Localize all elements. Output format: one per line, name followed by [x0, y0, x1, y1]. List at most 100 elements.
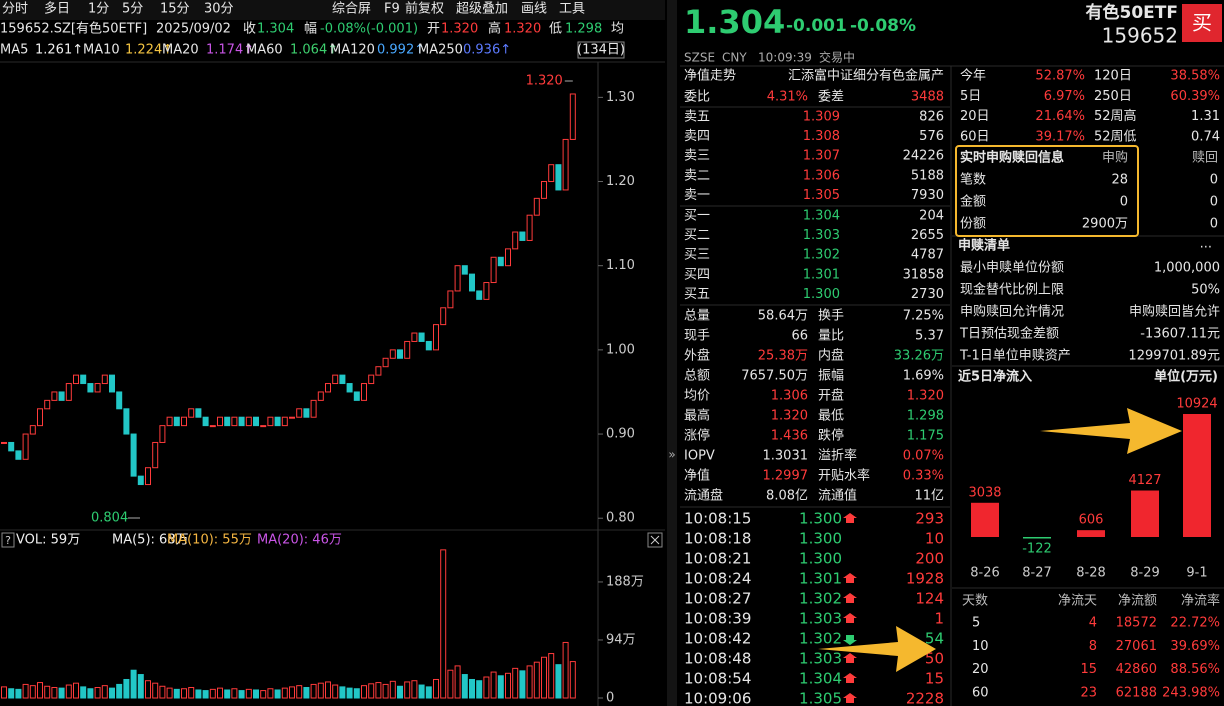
period-tab[interactable]: 1分	[88, 2, 109, 17]
bid-level: 买二	[684, 228, 710, 243]
close-icon[interactable]	[650, 535, 660, 545]
candle	[397, 349, 403, 359]
days-label: (134日)	[577, 43, 625, 58]
candle	[65, 383, 72, 401]
table-cell: 4	[1089, 616, 1097, 631]
volume-legend: MA(20): 46万	[257, 533, 342, 548]
volume-bar	[15, 688, 22, 699]
trade-volume: 293	[915, 510, 944, 528]
candle	[317, 391, 324, 401]
help-box[interactable]	[1, 532, 15, 548]
stat-value: 4.31%	[767, 90, 808, 105]
candle	[533, 197, 540, 216]
volume-bar	[58, 687, 65, 699]
trade-time: 10:08:15	[684, 510, 751, 528]
volume-bar	[418, 684, 425, 699]
y-tick-label: 0.90	[606, 427, 635, 442]
tool-button[interactable]: F9	[384, 2, 400, 17]
stat-value: 1.436	[771, 429, 808, 444]
table-cell: 18572	[1116, 616, 1157, 631]
volume-bar	[245, 688, 252, 699]
candle	[116, 391, 123, 410]
volume-bar	[512, 667, 519, 699]
candle	[37, 408, 43, 427]
tool-button[interactable]: 前复权	[405, 1, 444, 17]
trade-price: 1.305	[799, 690, 842, 706]
stat-value: 7.25%	[903, 309, 944, 324]
volume-bar	[548, 653, 555, 699]
candle	[375, 366, 382, 376]
field-label: 均	[611, 22, 624, 37]
stat-label: 最低	[818, 409, 844, 424]
row-value: 0	[1210, 173, 1218, 188]
trade-volume: 1	[934, 610, 944, 628]
date: 2025/09/02	[156, 22, 231, 37]
volume-bar	[152, 682, 159, 699]
volume-bar	[80, 686, 87, 699]
period-tab[interactable]: 多日	[44, 1, 70, 17]
high-annotation: 1.320	[526, 74, 563, 89]
volume-bar	[116, 683, 123, 699]
volume-bar	[469, 678, 475, 699]
ask-price: 1.307	[803, 149, 840, 164]
ask-level: 卖三	[684, 149, 710, 164]
buy-button[interactable]	[1182, 4, 1222, 42]
fund-value: 汇添富中证细分有色金属产	[788, 68, 944, 84]
stat-label: 现手	[684, 329, 710, 344]
more-button[interactable]: ...	[1200, 237, 1212, 252]
volume-bar	[253, 689, 259, 699]
volume-bar	[202, 690, 209, 699]
period-tab[interactable]: 30分	[204, 2, 234, 17]
volume-legend: MA(5): 68万	[112, 533, 189, 548]
bid-volume: 4787	[911, 248, 944, 263]
tool-button[interactable]: 工具	[559, 2, 585, 17]
last-price: 1.304	[684, 3, 785, 41]
help-icon[interactable]: ?	[5, 534, 11, 547]
period-tab[interactable]: 15分	[160, 2, 190, 17]
stat-value: 1.175	[907, 429, 944, 444]
trade-volume: 200	[915, 550, 944, 568]
ask-price: 1.308	[803, 129, 840, 144]
volume-bar	[368, 683, 375, 699]
y-tick-label: 1.30	[606, 90, 635, 105]
bid-level: 买一	[684, 209, 710, 224]
splitter[interactable]	[667, 0, 677, 706]
ask-level: 卖五	[684, 110, 710, 125]
time: 10:09:39	[758, 51, 812, 65]
volume-bar	[411, 680, 418, 699]
volume-bar	[461, 674, 468, 699]
value-label: 606	[1079, 513, 1104, 528]
volume-bar	[289, 686, 295, 699]
trade-price: 1.300	[799, 530, 842, 548]
candle	[440, 307, 447, 326]
trade-price: 1.300	[799, 510, 842, 528]
currency: CNY	[722, 51, 747, 65]
tool-button[interactable]: 画线	[521, 2, 547, 17]
days-box[interactable]	[577, 41, 625, 59]
tool-button[interactable]: 超级叠加	[456, 2, 508, 17]
table-cell: 39.69%	[1170, 639, 1220, 654]
stat-label: 委差	[818, 90, 844, 105]
stat-label: 5日	[960, 89, 981, 104]
close-box[interactable]	[647, 532, 663, 548]
tool-button[interactable]: 综合屏	[332, 2, 371, 17]
stat-value: 0.74	[1191, 129, 1220, 144]
candle	[447, 290, 454, 309]
field-value: 1.320	[504, 22, 541, 37]
security-code: 159652.SZ[有色50ETF]	[0, 21, 147, 37]
trade-arrow	[843, 693, 857, 703]
stat-label: 总额	[684, 369, 710, 384]
period-tab[interactable]: 分时	[2, 2, 28, 17]
volume-bar	[274, 689, 281, 699]
row-value: 28	[1111, 173, 1128, 188]
ma-label: MA120	[330, 43, 375, 58]
row-label: 份额	[960, 217, 986, 232]
splitter-icon[interactable]: »	[668, 448, 675, 462]
volume-bar	[159, 685, 166, 699]
buy-label[interactable]: 买	[1192, 11, 1212, 35]
volume-legend: MA(10): 55万	[167, 533, 252, 548]
stat-value: 1.320	[771, 409, 808, 424]
row-label: 最小申赎单位份额	[960, 261, 1064, 276]
period-tab[interactable]: 5分	[122, 2, 143, 17]
